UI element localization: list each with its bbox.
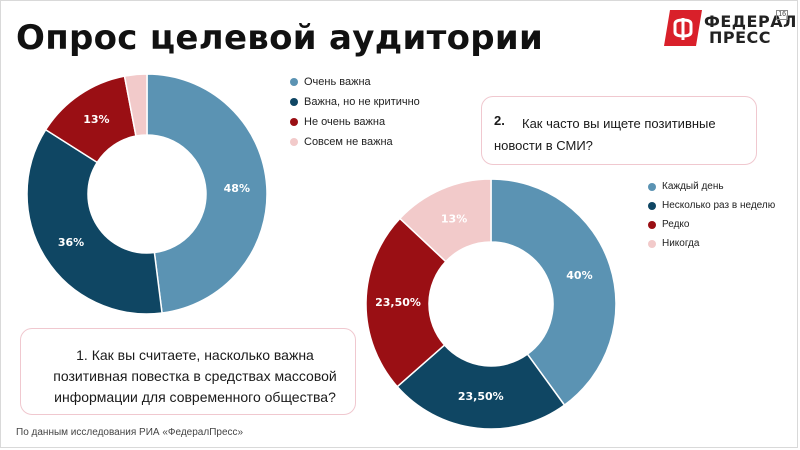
question-2-box: 2. Как часто вы ищете позитивные новости… [481,96,757,165]
donut-slice [365,217,447,388]
legend-item: Каждый день [648,180,775,199]
legend-item: Совсем не важна [290,135,420,155]
question-2-number: 2. [494,113,505,128]
legend-item: Редко [648,218,775,237]
legend-frequency: Каждый день Несколько раз в неделю Редко… [648,180,775,256]
legend-label: Совсем не важна [304,136,393,148]
legend-dot [648,240,656,248]
legend-label: Важна, но не критично [304,96,420,108]
donut-data-label: 40% [566,269,592,282]
donut-slice [26,128,163,315]
donut-slice [396,343,566,430]
source-footnote: По данным исследования РИА «ФедералПресс… [16,427,244,438]
legend-label: Редко [662,219,690,230]
legend-label: Очень важна [304,76,371,88]
donut-data-label: 23,50% [375,296,421,309]
legend-label: Никогда [662,238,700,249]
logo: ФЕДЕРАЛ ПРЕСС 16 [664,6,796,50]
legend-dot [290,138,298,146]
legend-dot [290,98,298,106]
donut-data-label: 36% [58,236,84,249]
donut-slice [490,178,617,407]
logo-line-2: ПРЕСС [709,28,772,47]
donut-slice [146,73,268,314]
donut-data-label: 48% [224,182,250,195]
legend-label: Несколько раз в неделю [662,200,776,211]
legend-dot [648,221,656,229]
legend-dot [290,78,298,86]
legend-dot [648,202,656,210]
donut-data-label: 13% [83,113,109,126]
legend-dot [648,183,656,191]
question-1-box: 1. Как вы считаете, насколько важна пози… [20,328,356,415]
donut-chart-importance: 48% 36% 13% [26,73,268,315]
donut-slice [398,178,492,263]
legend-item: Не очень важна [290,115,420,135]
legend-dot [290,118,298,126]
legend-label: Каждый день [662,181,724,192]
legend-item: Важна, но не критично [290,95,420,115]
legend-label: Не очень важна [304,116,386,128]
donut-data-label: 13% [441,212,467,225]
logo-superscript: 16 [776,10,788,20]
question-1-text: 1. Как вы считаете, насколько важна пози… [53,347,337,405]
donut-chart-frequency: 40% 23,50% 23,50% 13% [365,178,617,430]
legend-item: Никогда [648,237,775,256]
federal-press-flag-icon [664,10,702,46]
legend-importance: Очень важна Важна, но не критично Не оче… [290,75,420,155]
donut-slice [123,73,148,137]
logo-line-1: ФЕДЕРАЛ [704,12,797,31]
legend-item: Несколько раз в неделю [648,199,775,218]
question-2-text: Как часто вы ищете позитивные новости в … [494,116,716,153]
page-title: Опрос целевой аудитории [16,18,544,58]
donut-data-label: 23,50% [458,390,504,403]
logo-text: ФЕДЕРАЛ ПРЕСС [704,14,797,46]
legend-item: Очень важна [290,75,420,95]
